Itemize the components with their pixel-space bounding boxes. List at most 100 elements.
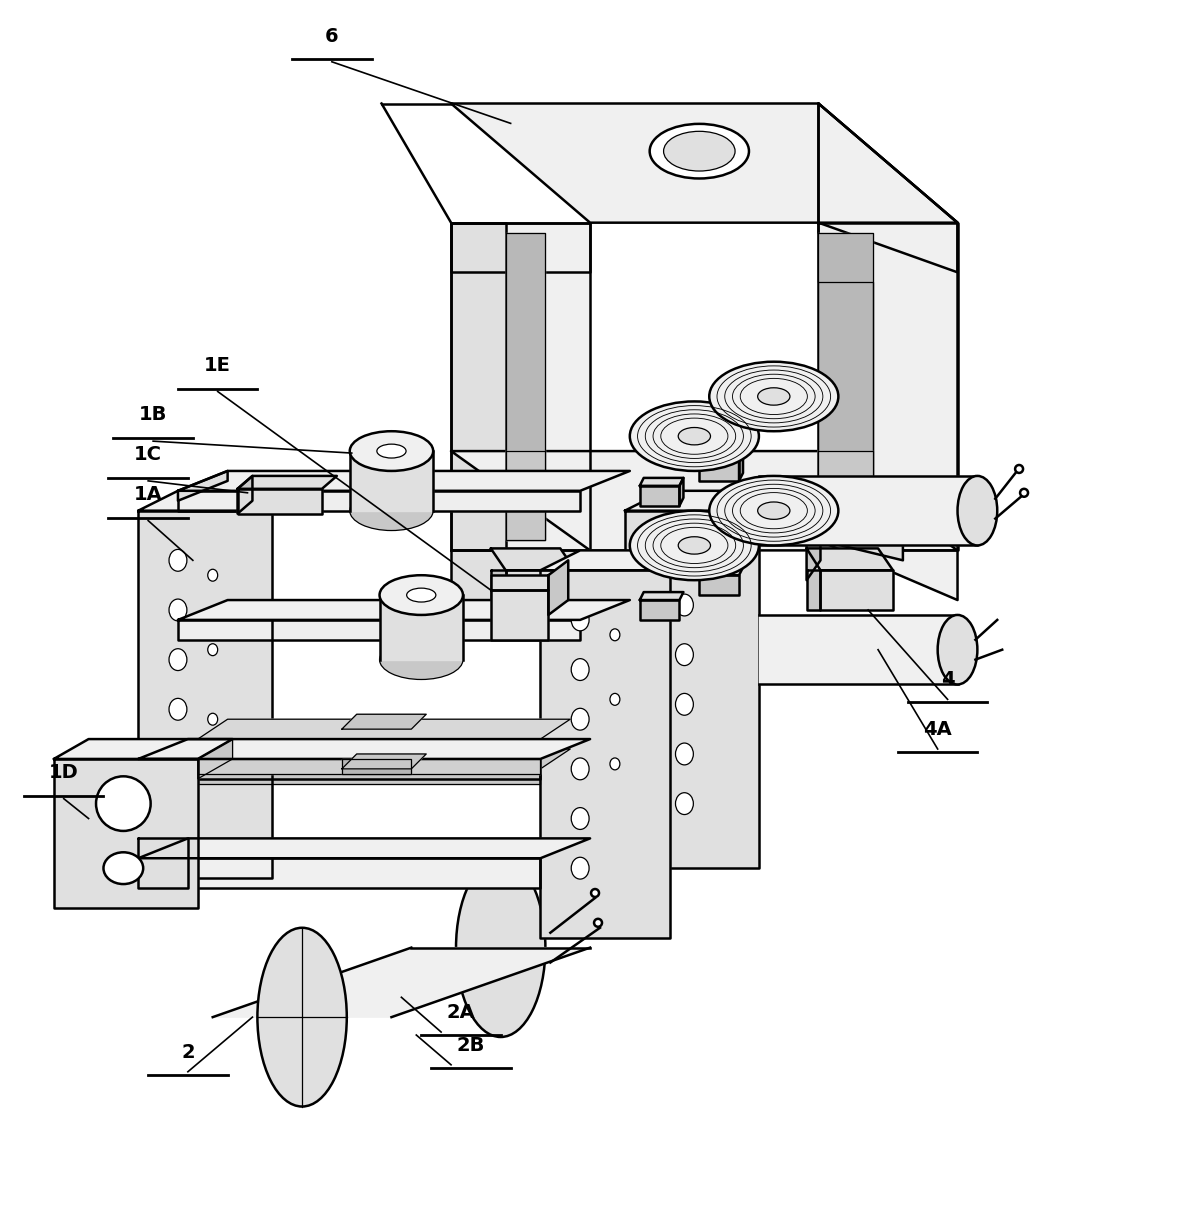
Polygon shape: [452, 103, 957, 223]
Ellipse shape: [379, 639, 464, 679]
Ellipse shape: [169, 798, 187, 820]
Polygon shape: [342, 714, 426, 729]
Polygon shape: [541, 551, 709, 570]
Polygon shape: [237, 489, 321, 513]
Polygon shape: [452, 451, 957, 551]
Ellipse shape: [678, 536, 710, 554]
Polygon shape: [197, 759, 541, 774]
Ellipse shape: [377, 444, 406, 459]
Polygon shape: [625, 511, 759, 869]
Ellipse shape: [571, 808, 589, 830]
Ellipse shape: [957, 475, 997, 546]
Text: 1B: 1B: [138, 405, 167, 425]
Polygon shape: [625, 491, 798, 511]
Ellipse shape: [571, 758, 589, 780]
Ellipse shape: [675, 644, 694, 666]
Polygon shape: [819, 283, 873, 480]
Polygon shape: [506, 451, 545, 541]
Ellipse shape: [407, 588, 436, 602]
Polygon shape: [700, 461, 739, 480]
Polygon shape: [700, 575, 739, 596]
Polygon shape: [178, 471, 228, 501]
Ellipse shape: [571, 609, 589, 631]
Polygon shape: [807, 548, 893, 570]
Polygon shape: [213, 947, 590, 1018]
Ellipse shape: [571, 858, 589, 879]
Polygon shape: [759, 615, 957, 684]
Polygon shape: [379, 596, 464, 660]
Polygon shape: [700, 568, 743, 575]
Ellipse shape: [571, 708, 589, 730]
Text: 1C: 1C: [134, 445, 163, 465]
Ellipse shape: [1020, 489, 1028, 497]
Polygon shape: [541, 570, 669, 938]
Polygon shape: [679, 478, 684, 506]
Ellipse shape: [709, 475, 838, 546]
Polygon shape: [491, 590, 548, 639]
Polygon shape: [237, 475, 253, 513]
Text: 1A: 1A: [134, 485, 163, 503]
Polygon shape: [759, 475, 978, 546]
Polygon shape: [342, 759, 412, 774]
Polygon shape: [452, 551, 590, 600]
Polygon shape: [178, 471, 630, 491]
Polygon shape: [819, 103, 957, 273]
Polygon shape: [639, 592, 684, 600]
Ellipse shape: [208, 644, 218, 656]
Polygon shape: [807, 570, 820, 610]
Polygon shape: [54, 759, 197, 907]
Ellipse shape: [757, 388, 790, 405]
Polygon shape: [820, 520, 903, 560]
Ellipse shape: [349, 491, 433, 530]
Polygon shape: [138, 838, 590, 859]
Ellipse shape: [675, 793, 694, 815]
Ellipse shape: [709, 361, 838, 432]
Text: 4A: 4A: [923, 721, 952, 739]
Polygon shape: [138, 739, 590, 759]
Polygon shape: [197, 748, 571, 769]
Polygon shape: [739, 454, 743, 480]
Polygon shape: [506, 570, 576, 610]
Polygon shape: [197, 719, 571, 739]
Text: 6: 6: [325, 27, 338, 46]
Text: 2B: 2B: [456, 1036, 485, 1055]
Ellipse shape: [456, 859, 545, 1037]
Ellipse shape: [675, 545, 694, 566]
Ellipse shape: [610, 694, 620, 705]
Ellipse shape: [675, 744, 694, 765]
Ellipse shape: [104, 853, 143, 884]
Polygon shape: [807, 520, 903, 541]
Ellipse shape: [610, 628, 620, 640]
Ellipse shape: [169, 748, 187, 770]
Polygon shape: [138, 838, 188, 888]
Text: 2A: 2A: [447, 1003, 476, 1023]
Polygon shape: [548, 560, 568, 615]
Ellipse shape: [169, 599, 187, 621]
Ellipse shape: [938, 615, 978, 684]
Polygon shape: [639, 486, 679, 506]
Polygon shape: [197, 739, 232, 779]
Ellipse shape: [650, 124, 749, 178]
Polygon shape: [237, 475, 337, 489]
Polygon shape: [819, 223, 957, 551]
Ellipse shape: [591, 889, 600, 896]
Ellipse shape: [675, 594, 694, 616]
Polygon shape: [819, 233, 873, 541]
Ellipse shape: [663, 131, 736, 171]
Polygon shape: [178, 620, 580, 639]
Polygon shape: [452, 223, 590, 273]
Ellipse shape: [675, 694, 694, 716]
Polygon shape: [138, 491, 312, 511]
Ellipse shape: [379, 575, 464, 615]
Polygon shape: [820, 570, 893, 610]
Ellipse shape: [571, 659, 589, 680]
Ellipse shape: [208, 713, 218, 725]
Polygon shape: [178, 491, 580, 511]
Polygon shape: [138, 759, 541, 779]
Polygon shape: [491, 575, 548, 590]
Text: 4: 4: [940, 671, 955, 689]
Polygon shape: [54, 739, 232, 759]
Polygon shape: [807, 520, 820, 580]
Polygon shape: [349, 451, 433, 511]
Ellipse shape: [610, 758, 620, 770]
